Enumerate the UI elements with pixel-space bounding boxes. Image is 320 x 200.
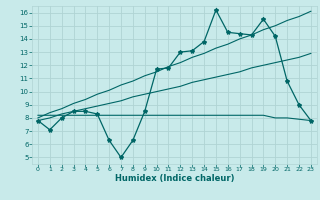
X-axis label: Humidex (Indice chaleur): Humidex (Indice chaleur) xyxy=(115,174,234,183)
